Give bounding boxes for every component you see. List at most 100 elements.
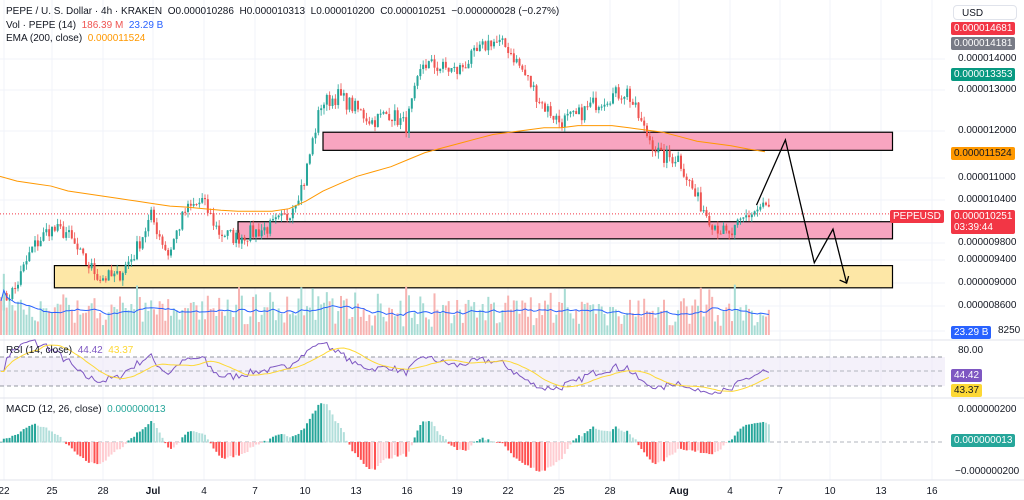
macd-histogram-bar (626, 430, 629, 443)
macd-histogram-bar (73, 442, 76, 452)
macd-histogram-bar (155, 428, 158, 443)
volume-bar (688, 323, 691, 335)
candle-body (263, 227, 266, 231)
candle-body (623, 96, 626, 99)
volume-bar (408, 295, 410, 335)
volume-bar (51, 311, 53, 335)
volume-bar (589, 305, 592, 335)
volume-bar (507, 295, 510, 335)
macd-histogram-bar (269, 438, 272, 443)
volume-bar (53, 307, 56, 335)
candle-body (467, 63, 470, 69)
candle-body (56, 224, 59, 231)
macd-histogram-bar (232, 442, 235, 458)
volume-bar (586, 302, 589, 335)
volume-bar (280, 313, 283, 335)
volume-bar (5, 307, 8, 335)
volume-bar (365, 321, 368, 335)
time-tick: 4 (201, 486, 207, 497)
symbol-tag: PEPEUSD (890, 210, 944, 223)
candle-body (413, 85, 416, 99)
volume-bar (8, 301, 11, 335)
macd-histogram-bar (303, 428, 306, 443)
candle-body (461, 65, 464, 68)
macd-histogram-bar (680, 442, 682, 449)
macd-histogram-bar (467, 442, 470, 450)
candle-body (569, 111, 572, 114)
volume-bar (388, 307, 391, 335)
candle-body (113, 273, 116, 277)
macd-histogram-bar (609, 431, 612, 443)
macd-histogram-bar (175, 442, 178, 445)
volume-bar (368, 314, 371, 335)
candle-body (563, 115, 566, 128)
candle-body (17, 284, 19, 289)
candle-body (229, 229, 232, 231)
macd-histogram-bar (345, 440, 348, 443)
candle-body (232, 229, 235, 244)
candle-body (422, 64, 425, 70)
volume-bar (668, 325, 671, 335)
volume-bar (498, 322, 501, 335)
volume-bar (362, 308, 365, 335)
macd-histogram-bar (51, 431, 53, 443)
macd-histogram-bar (198, 433, 201, 443)
volume-bar (620, 323, 623, 335)
macd-histogram-bar (422, 421, 425, 443)
macd-histogram-bar (459, 442, 461, 450)
volume-bar (671, 325, 674, 335)
macd-histogram-bar (311, 413, 314, 443)
volume-bar (501, 310, 504, 335)
macd-histogram-bar (201, 433, 204, 443)
volume-bar (612, 307, 614, 335)
currency-button[interactable]: USD (953, 5, 1017, 20)
macd-histogram-bar (456, 442, 459, 451)
candle-body (688, 179, 691, 181)
macd-histogram-bar (580, 436, 583, 443)
volume-bar (155, 314, 158, 335)
candle-body (334, 98, 337, 106)
candle-body (484, 41, 487, 51)
macd-histogram-bar (697, 442, 699, 451)
volume-bar (70, 310, 73, 335)
candle-body (323, 104, 325, 109)
candle-body (286, 214, 289, 221)
candle-body (459, 65, 461, 74)
volume-bar (232, 317, 235, 335)
volume-bar (461, 322, 464, 335)
candle-body (697, 192, 699, 197)
volume-bar (144, 302, 147, 335)
macd-histogram-bar (518, 442, 521, 461)
candle-body (654, 150, 657, 153)
candle-body (518, 58, 521, 66)
candle-body (583, 106, 586, 121)
macd-histogram-bar (141, 429, 144, 443)
candle-body (660, 147, 663, 150)
macd-histogram-bar (731, 439, 733, 443)
candle-body (473, 47, 476, 51)
candle-body (614, 87, 617, 94)
candle-body (637, 102, 640, 119)
macd-histogram-bar (192, 431, 195, 443)
candle-body (408, 108, 410, 134)
candle-body (385, 112, 388, 115)
macd-axis-bottom: −0.000000200 (955, 466, 1020, 477)
volume-bar (515, 300, 518, 335)
macd-histogram-bar (733, 435, 736, 443)
volume-bar (473, 302, 476, 335)
macd-histogram-bar (595, 428, 597, 443)
macd-histogram-bar (538, 442, 541, 472)
volume-bar (209, 308, 212, 335)
volume-bar (739, 307, 742, 335)
candle-body (595, 97, 597, 111)
macd-histogram-bar (150, 421, 153, 443)
candle-body (470, 50, 473, 64)
vol-value: 186.39 M (81, 20, 124, 31)
volume-bar (297, 298, 300, 335)
macd-histogram-bar (323, 403, 325, 443)
candle-body (464, 67, 467, 69)
volume-bar (266, 307, 269, 335)
volume-bar (561, 302, 563, 335)
macd-histogram-bar (204, 434, 206, 443)
